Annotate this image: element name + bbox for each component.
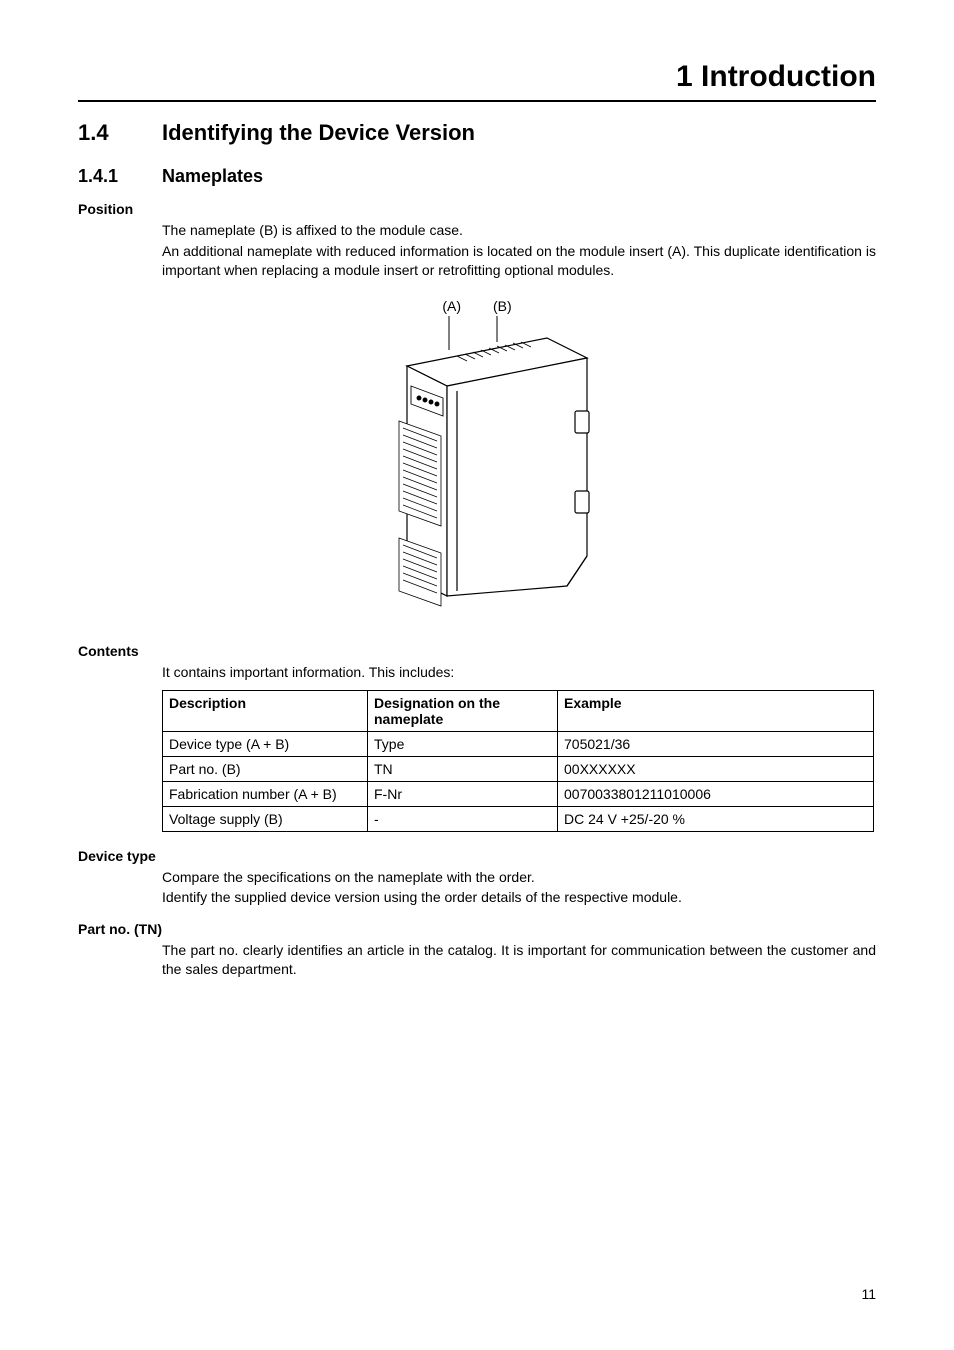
figure-label-b: (B) <box>493 298 512 314</box>
table-cell: DC 24 V +25/-20 % <box>558 806 874 831</box>
table-cell: Type <box>368 731 558 756</box>
position-heading: Position <box>78 201 876 217</box>
subsection-number: 1.4.1 <box>78 166 162 187</box>
position-text-1: The nameplate (B) is affixed to the modu… <box>162 221 876 240</box>
table-col-1: Designation on the nameplate <box>368 690 558 731</box>
device-module-icon <box>337 316 617 616</box>
table-cell: Device type (A + B) <box>163 731 368 756</box>
table-row: Part no. (B) TN 00XXXXXX <box>163 756 874 781</box>
position-block: Position The nameplate (B) is affixed to… <box>78 201 876 280</box>
position-text-2: An additional nameplate with reduced inf… <box>162 242 876 280</box>
table-row: Fabrication number (A + B) F-Nr 00700338… <box>163 781 874 806</box>
table-cell: 0070033801211010006 <box>558 781 874 806</box>
table-row: Voltage supply (B) - DC 24 V +25/-20 % <box>163 806 874 831</box>
table-header-row: Description Designation on the nameplate… <box>163 690 874 731</box>
section-title: Identifying the Device Version <box>162 120 475 146</box>
table-cell: TN <box>368 756 558 781</box>
table-cell: Part no. (B) <box>163 756 368 781</box>
device-type-text-1: Compare the specifications on the namepl… <box>162 868 876 887</box>
table-cell: F-Nr <box>368 781 558 806</box>
section-number: 1.4 <box>78 120 162 146</box>
subsection-heading: 1.4.1 Nameplates <box>78 166 876 187</box>
contents-heading: Contents <box>78 643 876 659</box>
device-figure: (A) (B) <box>78 298 876 621</box>
page-number: 11 <box>861 1286 876 1302</box>
table-col-2: Example <box>558 690 874 731</box>
device-type-block: Device type Compare the specifications o… <box>78 848 876 908</box>
table-cell: Fabrication number (A + B) <box>163 781 368 806</box>
table-cell: 705021/36 <box>558 731 874 756</box>
table-cell: Voltage supply (B) <box>163 806 368 831</box>
contents-intro: It contains important information. This … <box>162 663 876 682</box>
table-row: Device type (A + B) Type 705021/36 <box>163 731 874 756</box>
section-heading: 1.4 Identifying the Device Version <box>78 120 876 146</box>
figure-label-a: (A) <box>442 298 461 314</box>
part-no-block: Part no. (TN) The part no. clearly ident… <box>78 921 876 979</box>
device-type-heading: Device type <box>78 848 876 864</box>
part-no-heading: Part no. (TN) <box>78 921 876 937</box>
table-col-0: Description <box>163 690 368 731</box>
table-cell: 00XXXXXX <box>558 756 874 781</box>
chapter-title: 1 Introduction <box>78 60 876 102</box>
table-cell: - <box>368 806 558 831</box>
part-no-text-1: The part no. clearly identifies an artic… <box>162 941 876 979</box>
subsection-title: Nameplates <box>162 166 263 187</box>
nameplate-table: Description Designation on the nameplate… <box>162 690 874 832</box>
device-type-text-2: Identify the supplied device version usi… <box>162 888 876 907</box>
contents-block: Contents It contains important informati… <box>78 643 876 832</box>
